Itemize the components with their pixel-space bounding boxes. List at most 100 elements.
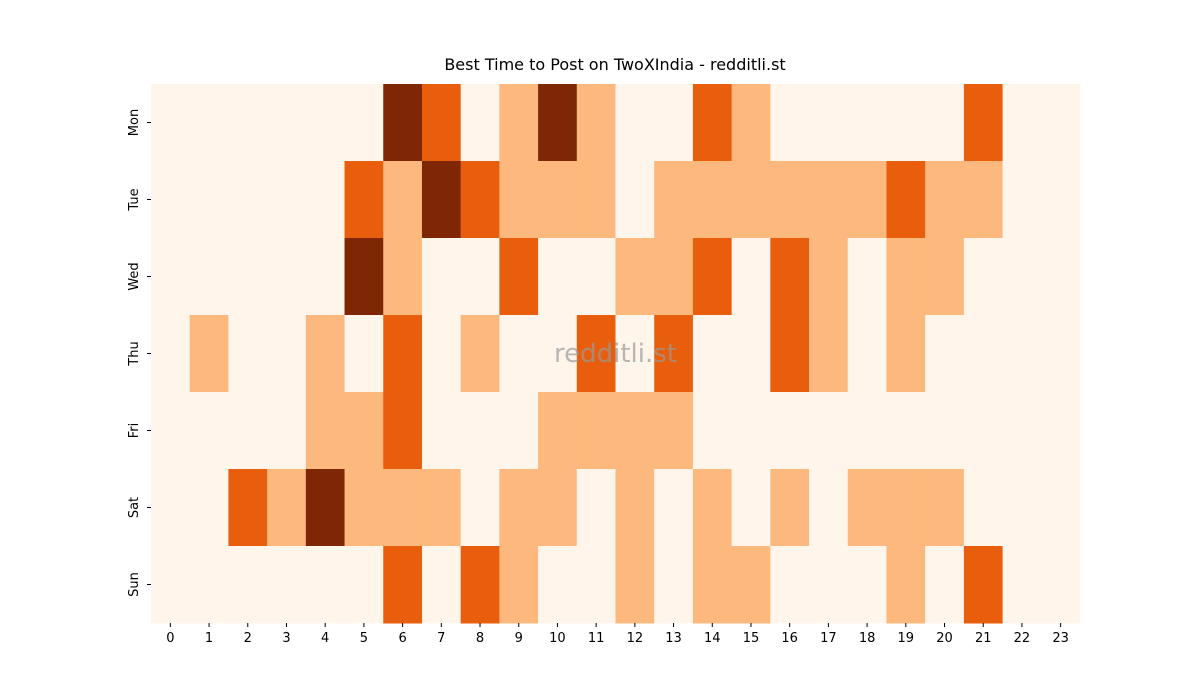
heatmap-cell <box>151 315 191 393</box>
heatmap-cell <box>267 84 307 162</box>
heatmap-cell <box>383 84 423 162</box>
heatmap-cell <box>925 84 965 162</box>
heatmap-cell <box>770 469 810 547</box>
heatmap-cell <box>963 315 1004 393</box>
heatmap-cell <box>151 84 191 162</box>
heatmap-cell <box>460 469 500 547</box>
heatmap-cell <box>538 84 578 162</box>
heatmap-cell <box>499 161 539 239</box>
heatmap-cell <box>344 84 384 162</box>
heatmap-cell <box>267 392 307 470</box>
y-tick-label: Fri <box>127 423 142 439</box>
heatmap-cell <box>189 84 229 162</box>
y-tick-label: Sun <box>127 572 142 597</box>
heatmap-cell <box>1041 546 1081 624</box>
x-tick-label: 15 <box>743 631 760 646</box>
heatmap-cell <box>383 469 423 547</box>
heatmap-cell <box>383 238 423 316</box>
heatmap-cell <box>654 84 694 162</box>
heatmap-cell <box>615 392 655 470</box>
x-tick-label: 1 <box>205 631 213 646</box>
heatmap-cell <box>267 469 307 547</box>
heatmap-cell <box>538 469 578 547</box>
heatmap-cell <box>538 161 578 239</box>
heatmap-cell <box>305 469 346 547</box>
heatmap-cell <box>228 315 268 393</box>
heatmap-cell <box>925 315 965 393</box>
heatmap-cell <box>228 392 268 470</box>
heatmap-cell <box>305 392 346 470</box>
heatmap-cell <box>460 546 500 624</box>
heatmap-cell <box>344 161 384 239</box>
heatmap-cell <box>731 161 771 239</box>
y-tick-label: Tue <box>127 188 142 211</box>
heatmap-cell <box>654 392 694 470</box>
heatmap-cell <box>576 84 616 162</box>
heatmap-cell <box>538 392 578 470</box>
heatmap-cell <box>576 469 616 547</box>
x-tick-label: 4 <box>321 631 329 646</box>
heatmap-cell <box>1041 238 1081 316</box>
heatmap-cell <box>267 161 307 239</box>
heatmap-cell <box>731 238 771 316</box>
heatmap-cell <box>963 546 1004 624</box>
heatmap-cell <box>576 161 616 239</box>
heatmap-cell <box>809 392 849 470</box>
heatmap-cell <box>809 469 849 547</box>
heatmap-cell <box>1002 84 1042 162</box>
heatmap-cell <box>421 84 462 162</box>
heatmap-cell <box>228 469 268 547</box>
heatmap-cell <box>305 546 346 624</box>
x-tick-label: 20 <box>936 631 953 646</box>
heatmap-cell <box>615 161 655 239</box>
heatmap-cell <box>654 546 694 624</box>
heatmap-cell <box>189 392 229 470</box>
heatmap-cell <box>809 315 849 393</box>
heatmap-cell <box>538 546 578 624</box>
heatmap-cell <box>383 315 423 393</box>
x-tick-label: 3 <box>282 631 290 646</box>
heatmap-cell <box>770 315 810 393</box>
heatmap-cell <box>228 84 268 162</box>
chart-title: Best Time to Post on TwoXIndia - redditl… <box>444 55 785 74</box>
heatmap-cell <box>499 84 539 162</box>
x-tick-label: 6 <box>398 631 406 646</box>
heatmap-cell <box>1041 84 1081 162</box>
heatmap-cell <box>189 161 229 239</box>
heatmap-cell <box>731 546 771 624</box>
heatmap-cell <box>421 315 462 393</box>
heatmap-cell <box>615 84 655 162</box>
heatmap-cell <box>499 469 539 547</box>
heatmap-cell <box>228 161 268 239</box>
heatmap-cell <box>847 315 887 393</box>
y-tick-label: Wed <box>127 262 142 290</box>
heatmap-cell <box>460 238 500 316</box>
heatmap-cell <box>654 161 694 239</box>
heatmap-cell <box>615 546 655 624</box>
heatmap-cell <box>731 84 771 162</box>
x-tick-label: 11 <box>588 631 605 646</box>
heatmap-cell <box>886 392 926 470</box>
x-tick-label: 21 <box>975 631 992 646</box>
x-tick-label: 16 <box>781 631 798 646</box>
heatmap-cell <box>1041 161 1081 239</box>
heatmap-cell <box>576 546 616 624</box>
x-tick-label: 9 <box>515 631 523 646</box>
heatmap-cell <box>809 238 849 316</box>
y-tick-label: Mon <box>127 109 142 136</box>
heatmap-cell <box>1041 469 1081 547</box>
heatmap-cell <box>654 469 694 547</box>
heatmap-cell <box>770 161 810 239</box>
heatmap-cell <box>151 469 191 547</box>
x-tick-label: 13 <box>665 631 682 646</box>
heatmap-cell <box>499 546 539 624</box>
heatmap-cell <box>731 392 771 470</box>
heatmap-cell <box>189 238 229 316</box>
heatmap-cell <box>886 84 926 162</box>
heatmap-cell <box>576 392 616 470</box>
heatmap-cell <box>654 238 694 316</box>
heatmap-cell <box>925 546 965 624</box>
heatmap-cell <box>615 238 655 316</box>
heatmap-cell <box>886 315 926 393</box>
heatmap-cell <box>305 84 346 162</box>
